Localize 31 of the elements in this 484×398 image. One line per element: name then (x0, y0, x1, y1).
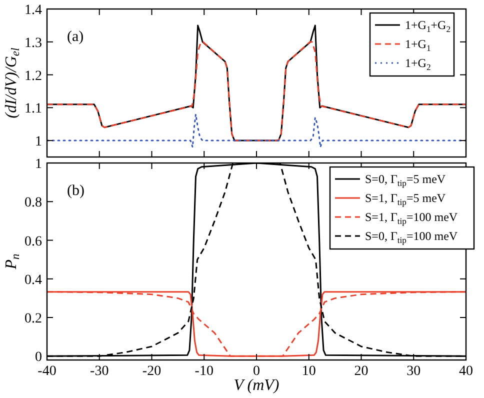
legend-label: S=1, Γ$_{tip}$=100 meV (365, 210, 458, 226)
y-tick-label: 0.2 (24, 312, 42, 327)
x-tick-label: 20 (354, 364, 368, 379)
x-tick-label: 0 (253, 364, 260, 379)
y-tick-label: 0.4 (24, 272, 42, 288)
x-tick-label: -40 (38, 364, 56, 379)
y-tick-label: 1 (35, 157, 42, 172)
y-tick-label: 0.8 (24, 196, 42, 211)
legend-label: S=0, Γ$_{tip}$=100 meV (365, 229, 458, 245)
legend-label: 1+G$_{1}$ (405, 37, 431, 53)
legend-label: S=1, Γ$_{tip}$=5 meV (365, 191, 446, 207)
annotation: (a) (67, 29, 84, 45)
x-tick-label: -10 (194, 364, 214, 379)
legend-label: 1+G$_{1}$+G$_{2}$ (405, 18, 450, 34)
x-tick-label: 40 (459, 364, 473, 379)
x-tick-label: 30 (406, 364, 421, 379)
x-axis-title: V (mV) (234, 377, 280, 394)
x-tick-label: -30 (90, 364, 109, 379)
y-tick-label: 1.4 (24, 3, 42, 18)
y-tick-label: 0.6 (24, 234, 42, 250)
legend-label: S=0, Γ$_{tip}$=5 meV (365, 172, 446, 188)
line-series (47, 113, 466, 148)
x-tick-label: -20 (142, 364, 162, 379)
y-tick-label: 0 (35, 350, 42, 366)
x-tick-label: 10 (302, 364, 316, 379)
y-tick-label: 1.1 (24, 102, 42, 117)
y-tick-label: 1.3 (24, 36, 42, 51)
legend-label: 1+G$_{2}$ (405, 56, 431, 72)
annotation: (b) (67, 183, 84, 199)
y-tick-label: 1 (35, 134, 42, 150)
y-tick-label: 1.2 (24, 68, 42, 84)
